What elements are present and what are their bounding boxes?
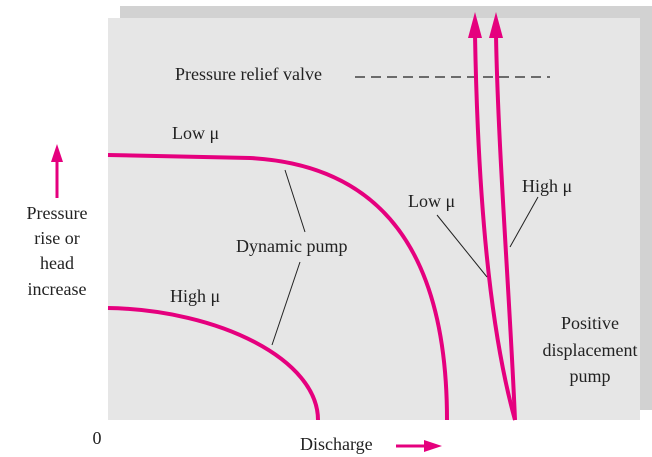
panel — [108, 18, 640, 420]
pd-low-curve — [473, 34, 517, 421]
y-arrow-head — [51, 144, 63, 162]
leader — [284, 169, 306, 233]
leader — [509, 196, 539, 248]
pd-high-label: High μ — [522, 176, 572, 196]
origin: 0 — [93, 428, 102, 448]
leader — [436, 214, 488, 278]
y-label: increase — [28, 279, 87, 299]
dynamic-low-curve — [107, 153, 449, 421]
dynamic-high-curve — [107, 306, 320, 421]
y-label: rise or — [34, 228, 79, 248]
pd-label: Positive — [561, 313, 619, 333]
dynamic-label: Dynamic pump — [236, 236, 347, 256]
x-label: Discharge — [300, 434, 373, 454]
y-label: head — [40, 253, 74, 273]
pd-high-arrow — [489, 12, 503, 38]
pd-low-label: Low μ — [408, 191, 455, 211]
dynamic-low-label: Low μ — [172, 123, 219, 143]
pd-label: displacement — [543, 340, 638, 360]
pd-high-curve — [494, 34, 517, 421]
dynamic-high-label: High μ — [170, 286, 220, 306]
x-arrow-head — [424, 440, 442, 452]
leader — [271, 261, 301, 346]
y-label: Pressure — [27, 203, 88, 223]
pd-low-arrow — [468, 12, 482, 38]
pd-label: pump — [569, 366, 610, 386]
relief-label: Pressure relief valve — [175, 64, 322, 84]
